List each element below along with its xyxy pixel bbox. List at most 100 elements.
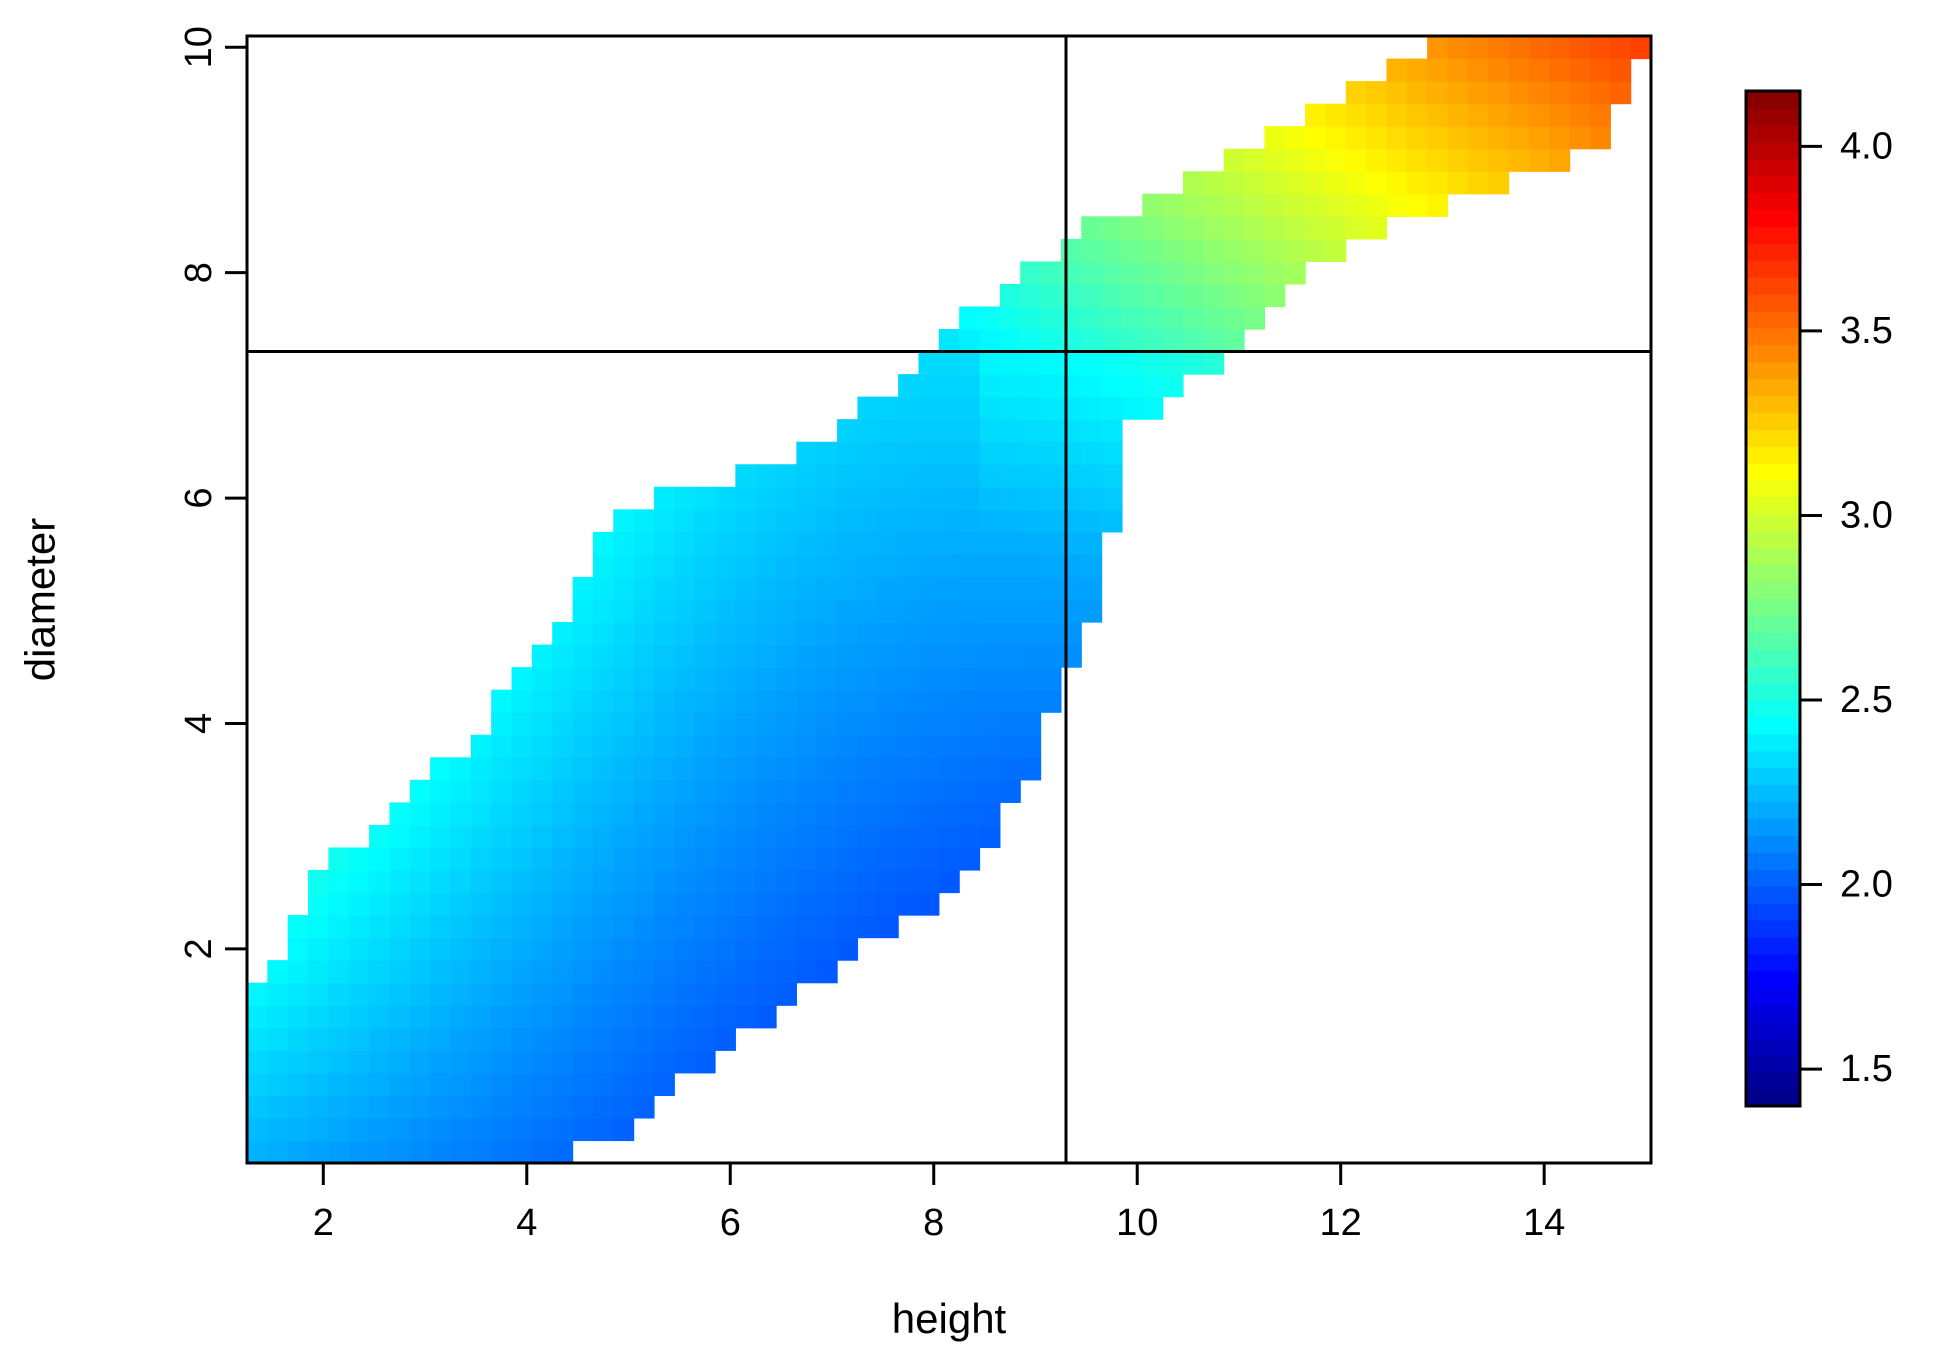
- heatmap-cell: [1162, 374, 1184, 398]
- heatmap-cell: [1121, 238, 1143, 262]
- heatmap-cell: [735, 982, 757, 1006]
- heatmap-cell: [1284, 126, 1306, 150]
- heatmap-cell: [776, 869, 797, 894]
- y-axis-title: diameter: [17, 518, 64, 681]
- heatmap-cell: [592, 599, 614, 623]
- heatmap-cell: [369, 869, 391, 894]
- heatmap-cell: [735, 915, 757, 939]
- heatmap-cell: [918, 644, 940, 668]
- heatmap-cell: [1020, 689, 1042, 713]
- heatmap-cell: [999, 554, 1021, 578]
- heatmap-cell: [470, 847, 492, 871]
- heatmap-cell: [308, 869, 329, 894]
- heatmap-cell: [1284, 171, 1306, 195]
- heatmap-cell: [267, 1072, 289, 1096]
- heatmap-cell: [979, 644, 1001, 668]
- heatmap-cell: [837, 419, 859, 443]
- heatmap-cell: [1183, 171, 1204, 195]
- heatmap-cell: [715, 689, 736, 713]
- heatmap-cell: [633, 509, 655, 533]
- heatmap-cell: [328, 960, 350, 984]
- heatmap-cell: [999, 396, 1021, 420]
- heatmap-cell: [1264, 238, 1286, 262]
- heatmap-cell: [491, 734, 513, 758]
- heatmap-cell: [877, 464, 899, 488]
- heatmap-cell: [552, 689, 574, 713]
- heatmap-cell: [633, 644, 655, 668]
- heatmap-cell: [592, 1027, 614, 1051]
- heatmap-cell: [511, 734, 533, 758]
- heatmap-cell: [1121, 216, 1143, 240]
- heatmap-cell: [674, 847, 696, 871]
- heatmap-cell: [999, 689, 1021, 713]
- heatmap-cell: [1223, 329, 1245, 353]
- heatmap-cell: [755, 1005, 777, 1029]
- heatmap-cell: [1040, 374, 1062, 398]
- heatmap-cell: [450, 892, 472, 916]
- heatmap-cell: [491, 1005, 513, 1029]
- heatmap-cell: [592, 1050, 614, 1074]
- heatmap-cell: [552, 824, 574, 849]
- heatmap-cell: [430, 1005, 452, 1029]
- heatmap-cell: [877, 531, 899, 556]
- heatmap-cell: [1040, 261, 1062, 285]
- heatmap-cell: [613, 531, 635, 556]
- heatmap-cell: [1345, 103, 1367, 127]
- heatmap-cell: [979, 306, 1001, 330]
- heatmap-cell: [877, 824, 899, 849]
- heatmap-cell: [572, 1095, 594, 1119]
- colorbar-step: [1746, 310, 1800, 329]
- heatmap-cell: [1467, 81, 1489, 105]
- heatmap-cell: [348, 1072, 370, 1096]
- heatmap-cell: [694, 622, 716, 646]
- colorbar-step: [1746, 869, 1800, 887]
- heatmap-cell: [755, 554, 777, 578]
- heatmap-cell: [857, 622, 879, 646]
- heatmap-cell: [837, 847, 859, 871]
- heatmap-cell: [776, 464, 797, 488]
- heatmap-cell: [1386, 126, 1408, 150]
- heatmap-cell: [735, 734, 757, 758]
- heatmap-cell: [633, 847, 655, 871]
- heatmap-cell: [409, 779, 431, 803]
- heatmap-cell: [491, 712, 513, 736]
- heatmap-cell: [653, 554, 675, 578]
- heatmap-cell: [816, 712, 838, 736]
- heatmap-cell: [470, 1095, 492, 1119]
- heatmap-cell: [1386, 171, 1408, 195]
- heatmap-cell: [959, 734, 981, 758]
- heatmap-cell: [1101, 238, 1123, 262]
- heatmap-cell: [369, 1095, 391, 1119]
- heatmap-cell: [776, 779, 797, 803]
- heatmap-cell: [1020, 486, 1042, 510]
- heatmap-cell: [755, 982, 777, 1006]
- heatmap-cell: [1447, 126, 1469, 150]
- heatmap-cell: [755, 667, 777, 691]
- heatmap-cell: [389, 869, 411, 894]
- heatmap-cell: [1060, 283, 1082, 308]
- colorbar-step: [1746, 683, 1800, 701]
- heatmap-cell: [715, 554, 736, 578]
- heatmap-cell: [898, 734, 920, 758]
- heatmap-cell: [348, 915, 370, 939]
- heatmap-cell: [938, 667, 960, 691]
- heatmap-cell: [877, 734, 899, 758]
- heatmap-cell: [531, 915, 553, 939]
- heatmap-cell: [592, 892, 614, 916]
- heatmap-cell: [1305, 103, 1327, 127]
- heatmap-cell: [389, 847, 411, 871]
- heatmap-cell: [328, 1027, 350, 1051]
- heatmap-cell: [389, 892, 411, 916]
- colorbar-step: [1746, 615, 1800, 633]
- heatmap-cell: [837, 802, 859, 826]
- heatmap-cell: [857, 869, 879, 894]
- heatmap-cell: [1203, 329, 1225, 353]
- heatmap-cell: [1101, 419, 1123, 443]
- heatmap-cell: [1060, 644, 1082, 668]
- heatmap-cell: [1121, 283, 1143, 308]
- heatmap-cell: [470, 779, 492, 803]
- heatmap-cell: [1020, 374, 1042, 398]
- heatmap-cell: [1142, 261, 1164, 285]
- heatmap-cell: [1101, 306, 1123, 330]
- heatmap-cell: [959, 419, 981, 443]
